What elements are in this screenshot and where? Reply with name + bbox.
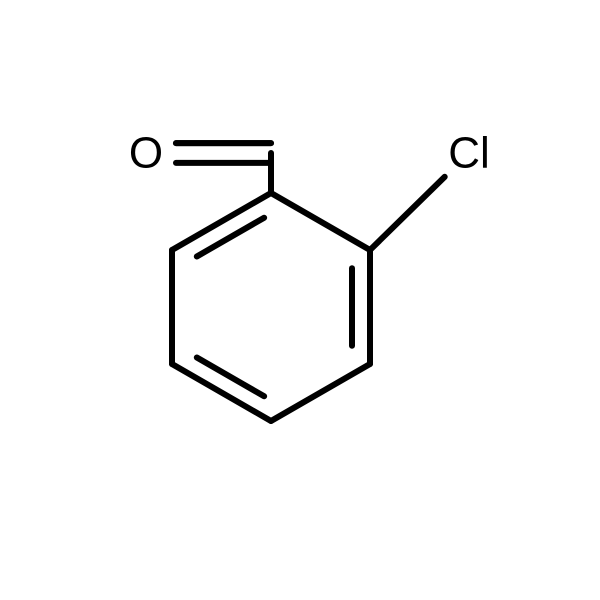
bond-inner	[197, 358, 264, 397]
molecule-canvas: O Cl	[0, 0, 600, 600]
atom-label-o: O	[129, 129, 163, 178]
atom-label-cl: Cl	[448, 129, 490, 178]
bond-inner	[197, 218, 264, 257]
bond	[370, 177, 445, 250]
bond	[271, 193, 370, 250]
bond	[271, 364, 370, 421]
